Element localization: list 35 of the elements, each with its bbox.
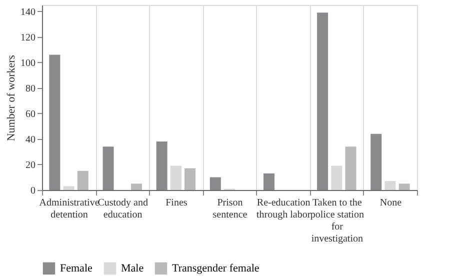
bar: [263, 173, 274, 190]
x-tick-label: Custody and education: [98, 198, 148, 220]
y-tick-label: 100: [20, 58, 36, 69]
bar: [184, 168, 196, 190]
y-tick-label: 120: [20, 32, 36, 44]
y-tick-label: 140: [20, 6, 36, 18]
legend-label: Male: [121, 262, 144, 274]
x-tick-label: Administrative detention: [39, 198, 100, 220]
bar: [331, 166, 342, 190]
y-tick-label: 0: [30, 186, 36, 196]
y-tick-label: 20: [26, 160, 36, 171]
bar: [102, 146, 114, 190]
bar: [77, 170, 88, 190]
bar: [49, 54, 60, 190]
bar: [345, 146, 356, 190]
x-tick-label: Taken to the police station for investigation: [310, 198, 364, 244]
bar: [370, 134, 382, 190]
bar: [130, 184, 142, 190]
x-tick-label: Fines: [166, 198, 188, 208]
bar: [384, 181, 396, 190]
y-tick-label: 40: [26, 134, 36, 146]
legend-label: Female: [60, 262, 92, 274]
bar: [156, 142, 168, 190]
bar: [63, 186, 74, 190]
x-tick-label: None: [380, 198, 402, 208]
y-tick-label: 80: [26, 83, 36, 94]
bar: [210, 177, 221, 190]
x-tick-label: Re-education through labor: [256, 198, 312, 220]
x-tick-label: Prison sentence: [212, 198, 248, 220]
y-tick-label: 60: [26, 108, 36, 120]
y-axis-title: Number of workers: [6, 54, 18, 142]
bar: [398, 184, 410, 190]
bar: [317, 12, 328, 190]
bar: [170, 166, 182, 190]
legend-label: Transgender female: [172, 262, 260, 274]
